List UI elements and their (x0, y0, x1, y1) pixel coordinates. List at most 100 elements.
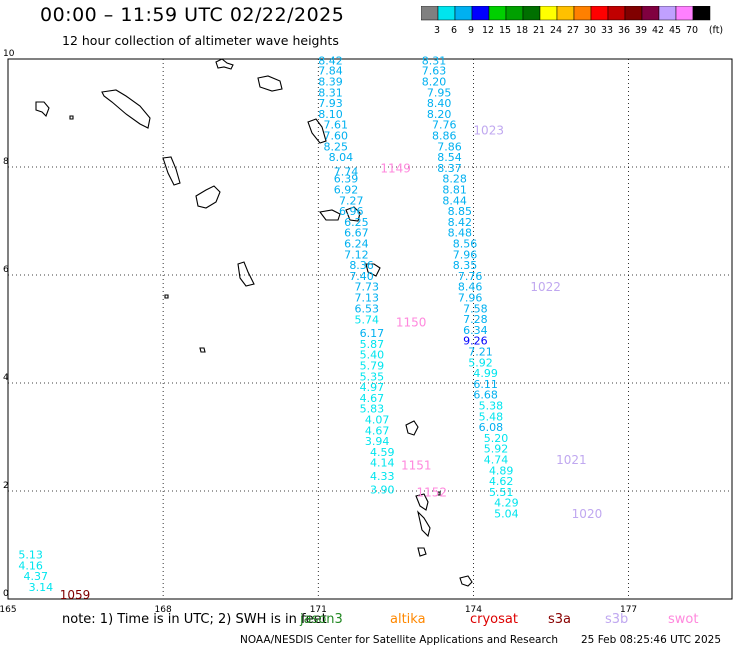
wave-height-label: 6.96 (339, 205, 364, 218)
colorbar-label: 15 (499, 25, 511, 36)
island-outline (417, 510, 431, 538)
x-tick-label: 165 (0, 605, 17, 615)
track-id-label: 1021 (556, 453, 587, 467)
island-outline (459, 575, 473, 587)
wave-height-label: 7.86 (437, 140, 462, 153)
wave-height-label: 8.40 (427, 97, 452, 110)
wave-height-label: 5.38 (479, 399, 504, 412)
wave-height-label: 7.76 (432, 119, 457, 132)
wave-height-label: 8.31 (422, 54, 447, 67)
y-tick-label: 8 (3, 157, 9, 167)
wave-height-label: 7.13 (354, 291, 379, 304)
wave-height-label: 6.24 (344, 237, 369, 250)
wave-height-label: 8.85 (448, 205, 473, 218)
page-subtitle: 12 hour collection of altimeter wave hei… (62, 33, 339, 48)
wave-height-label: 4.29 (494, 497, 518, 510)
wave-height-label: 5.79 (360, 360, 385, 373)
y-tick-label: 2 (3, 481, 9, 491)
y-tick-label: 4 (3, 373, 9, 383)
wave-height-label: 7.61 (323, 119, 348, 132)
wave-height-label: 8.42 (448, 216, 473, 229)
wave-height-label: 6.25 (344, 216, 369, 229)
wave-height-label: 6.39 (334, 173, 359, 186)
wave-height-label: 5.51 (489, 486, 514, 499)
wave-height-label: 7.93 (318, 97, 343, 110)
wave-height-label: 3.14 (29, 581, 54, 594)
wave-height-label: 4.37 (24, 570, 49, 583)
wave-height-label: 7.28 (463, 313, 488, 326)
wave-height-label: 5.35 (360, 370, 385, 383)
satellite-legend-item: altika (390, 612, 426, 627)
wave-height-label: 5.83 (360, 403, 385, 416)
wave-height-label: 6.34 (463, 324, 488, 337)
wave-height-label: 8.48 (448, 227, 473, 240)
wave-height-label: 8.36 (349, 259, 374, 272)
track-id-label: 1020 (572, 507, 603, 521)
wave-height-label: 7.95 (427, 86, 452, 99)
wave-height-label: 4.89 (489, 464, 514, 477)
colorbar-label: 45 (669, 25, 681, 36)
wave-height-label: 8.46 (458, 281, 483, 294)
track-id-label: 1059 (60, 588, 91, 602)
island-outline (195, 185, 221, 209)
wave-height-label: 6.11 (473, 378, 498, 391)
island-outline (365, 263, 381, 277)
island-outline (405, 420, 419, 436)
wave-height-label: 4.59 (370, 446, 395, 459)
wave-height-label: 7.12 (344, 248, 369, 261)
wave-height-label: 7.74 (334, 166, 359, 179)
wave-height-label: 8.54 (437, 151, 462, 164)
track-id-label: 1152 (417, 485, 448, 499)
wave-height-label: 8.04 (329, 151, 354, 164)
note-text: note: 1) Time is in UTC; 2) SWH is in fe… (62, 612, 327, 627)
wave-height-label: 5.40 (360, 349, 385, 362)
wave-height-label: 7.76 (458, 270, 483, 283)
colorbar-label: 33 (601, 25, 613, 36)
wave-height-label: 4.62 (489, 475, 514, 488)
colorbar-label: 9 (468, 25, 474, 36)
wave-height-label: 7.40 (349, 270, 374, 283)
wave-height-label: 3.94 (365, 435, 390, 448)
x-tick-label: 168 (155, 605, 172, 615)
wave-height-label: 8.39 (318, 75, 343, 88)
wave-height-label: 5.87 (360, 338, 385, 351)
track-id-label: 1151 (401, 458, 432, 472)
wave-height-label: 8.25 (323, 140, 348, 153)
wave-height-label: 4.74 (484, 453, 509, 466)
wave-height-label: 7.63 (422, 65, 447, 78)
plot-frame (7, 58, 733, 600)
island-outline (215, 58, 234, 70)
satellite-legend-item: s3b (605, 612, 629, 627)
wave-height-label: 4.16 (18, 559, 43, 572)
wave-height-label: 7.60 (323, 129, 348, 142)
island-outline (417, 547, 427, 557)
colorbar-swatch (692, 6, 711, 21)
colorbar-label: 30 (584, 25, 596, 36)
wave-height-label: 8.10 (318, 108, 343, 121)
wave-height-label: 4.99 (473, 367, 498, 380)
colorbar-label: 36 (618, 25, 630, 36)
island-outline (162, 156, 181, 186)
wave-height-label: 8.86 (432, 129, 457, 142)
island-outline (199, 347, 206, 353)
wave-height-label: 7.84 (318, 65, 343, 78)
island-outline (415, 493, 429, 511)
wave-height-label: 5.92 (468, 356, 493, 369)
island-outline (437, 491, 441, 496)
wave-height-label: 7.73 (354, 281, 379, 294)
wave-height-label: 6.92 (334, 183, 359, 196)
satellite-legend-item: jason3 (300, 612, 343, 627)
wave-height-label: 8.20 (422, 75, 447, 88)
colorbar-label: 27 (567, 25, 579, 36)
wave-height-label: 7.96 (453, 248, 478, 261)
island-outline (101, 89, 151, 129)
wave-height-label: 4.14 (370, 457, 395, 470)
wave-height-label: 4.33 (370, 470, 395, 483)
x-tick-label: 177 (620, 605, 637, 615)
wave-height-label: 7.21 (468, 345, 493, 358)
wave-height-label: 4.67 (365, 424, 390, 437)
wave-height-label: 5.13 (18, 549, 43, 562)
wave-height-label: 8.20 (427, 108, 452, 121)
satellite-legend-item: cryosat (470, 612, 518, 627)
